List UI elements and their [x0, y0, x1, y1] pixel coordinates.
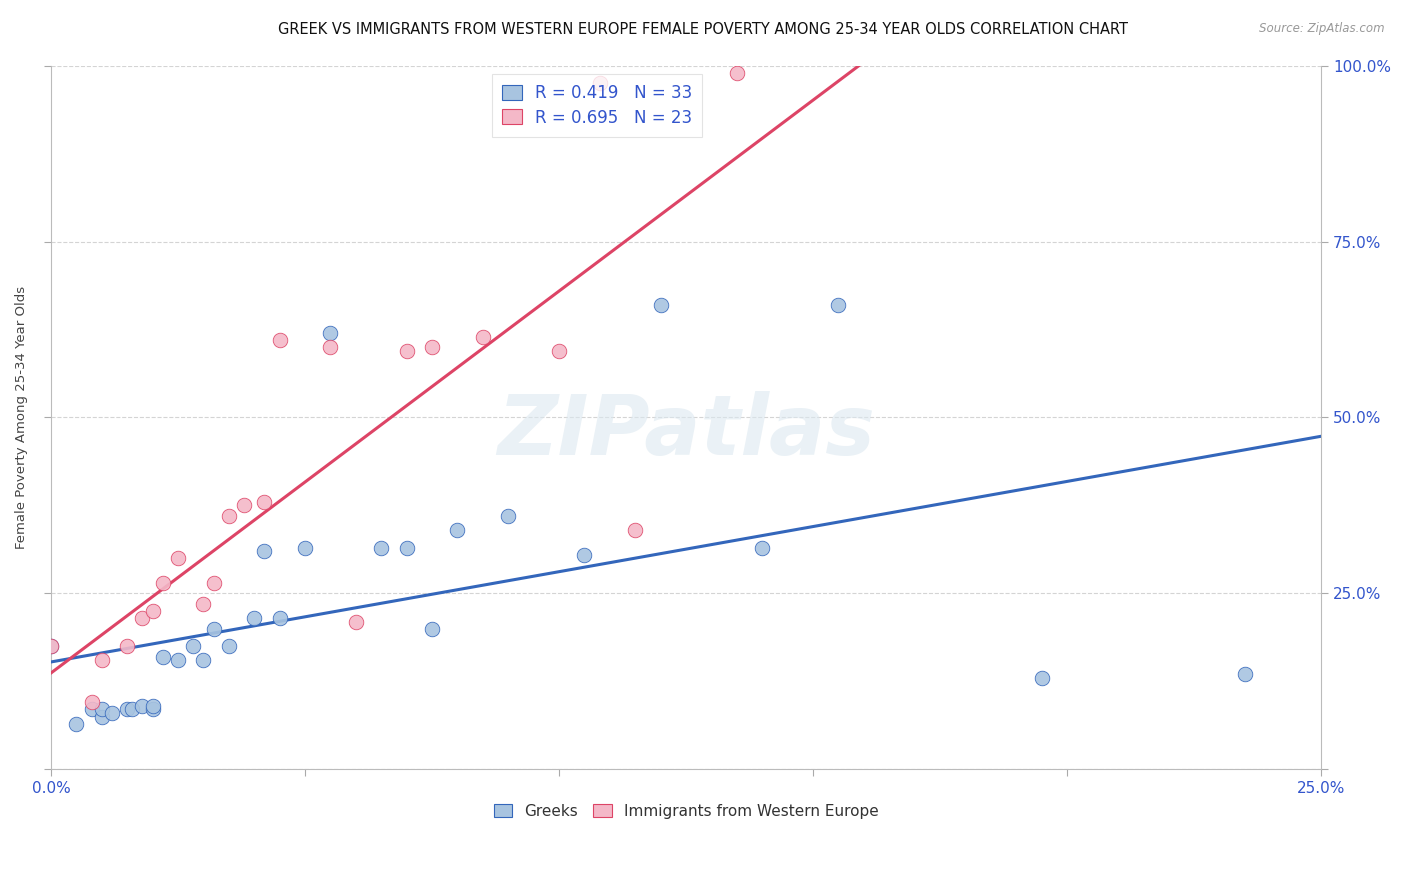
Point — [65, 716, 87, 731]
Point — [725, 65, 748, 79]
Point — [141, 604, 163, 618]
Point — [193, 597, 215, 611]
Point — [181, 639, 204, 653]
Point — [202, 575, 225, 590]
Point — [121, 702, 143, 716]
Text: ZIPatlas: ZIPatlas — [498, 391, 875, 472]
Point — [90, 709, 112, 723]
Point — [344, 615, 367, 629]
Text: GREEK VS IMMIGRANTS FROM WESTERN EUROPE FEMALE POVERTY AMONG 25-34 YEAR OLDS COR: GREEK VS IMMIGRANTS FROM WESTERN EUROPE … — [278, 22, 1128, 37]
Point — [269, 611, 291, 625]
Point — [243, 611, 266, 625]
Point — [319, 326, 342, 340]
Point — [395, 343, 418, 358]
Point — [420, 622, 443, 636]
Point — [395, 541, 418, 555]
Point — [39, 639, 62, 653]
Point — [253, 544, 276, 558]
Point — [115, 702, 138, 716]
Point — [589, 76, 612, 90]
Point — [751, 541, 773, 555]
Point — [471, 329, 494, 343]
Point — [624, 523, 647, 537]
Point — [152, 649, 174, 664]
Legend: Greeks, Immigrants from Western Europe: Greeks, Immigrants from Western Europe — [488, 797, 884, 825]
Point — [253, 495, 276, 509]
Point — [115, 639, 138, 653]
Point — [193, 653, 215, 667]
Point — [548, 343, 571, 358]
Point — [319, 340, 342, 354]
Point — [131, 698, 153, 713]
Point — [80, 702, 103, 716]
Point — [141, 702, 163, 716]
Point — [80, 696, 103, 710]
Point — [167, 653, 190, 667]
Point — [1031, 671, 1053, 685]
Point — [269, 333, 291, 347]
Point — [218, 508, 240, 523]
Point — [446, 523, 468, 537]
Point — [233, 499, 256, 513]
Point — [650, 298, 672, 312]
Point — [294, 541, 316, 555]
Point — [131, 611, 153, 625]
Point — [141, 698, 163, 713]
Point — [39, 639, 62, 653]
Point — [496, 508, 519, 523]
Point — [90, 653, 112, 667]
Point — [827, 298, 849, 312]
Point — [420, 340, 443, 354]
Point — [370, 541, 392, 555]
Point — [1233, 667, 1256, 681]
Point — [202, 622, 225, 636]
Y-axis label: Female Poverty Among 25-34 Year Olds: Female Poverty Among 25-34 Year Olds — [15, 286, 28, 549]
Text: Source: ZipAtlas.com: Source: ZipAtlas.com — [1260, 22, 1385, 36]
Point — [167, 551, 190, 566]
Point — [574, 548, 596, 562]
Point — [152, 575, 174, 590]
Point — [90, 702, 112, 716]
Point — [101, 706, 124, 720]
Point — [218, 639, 240, 653]
